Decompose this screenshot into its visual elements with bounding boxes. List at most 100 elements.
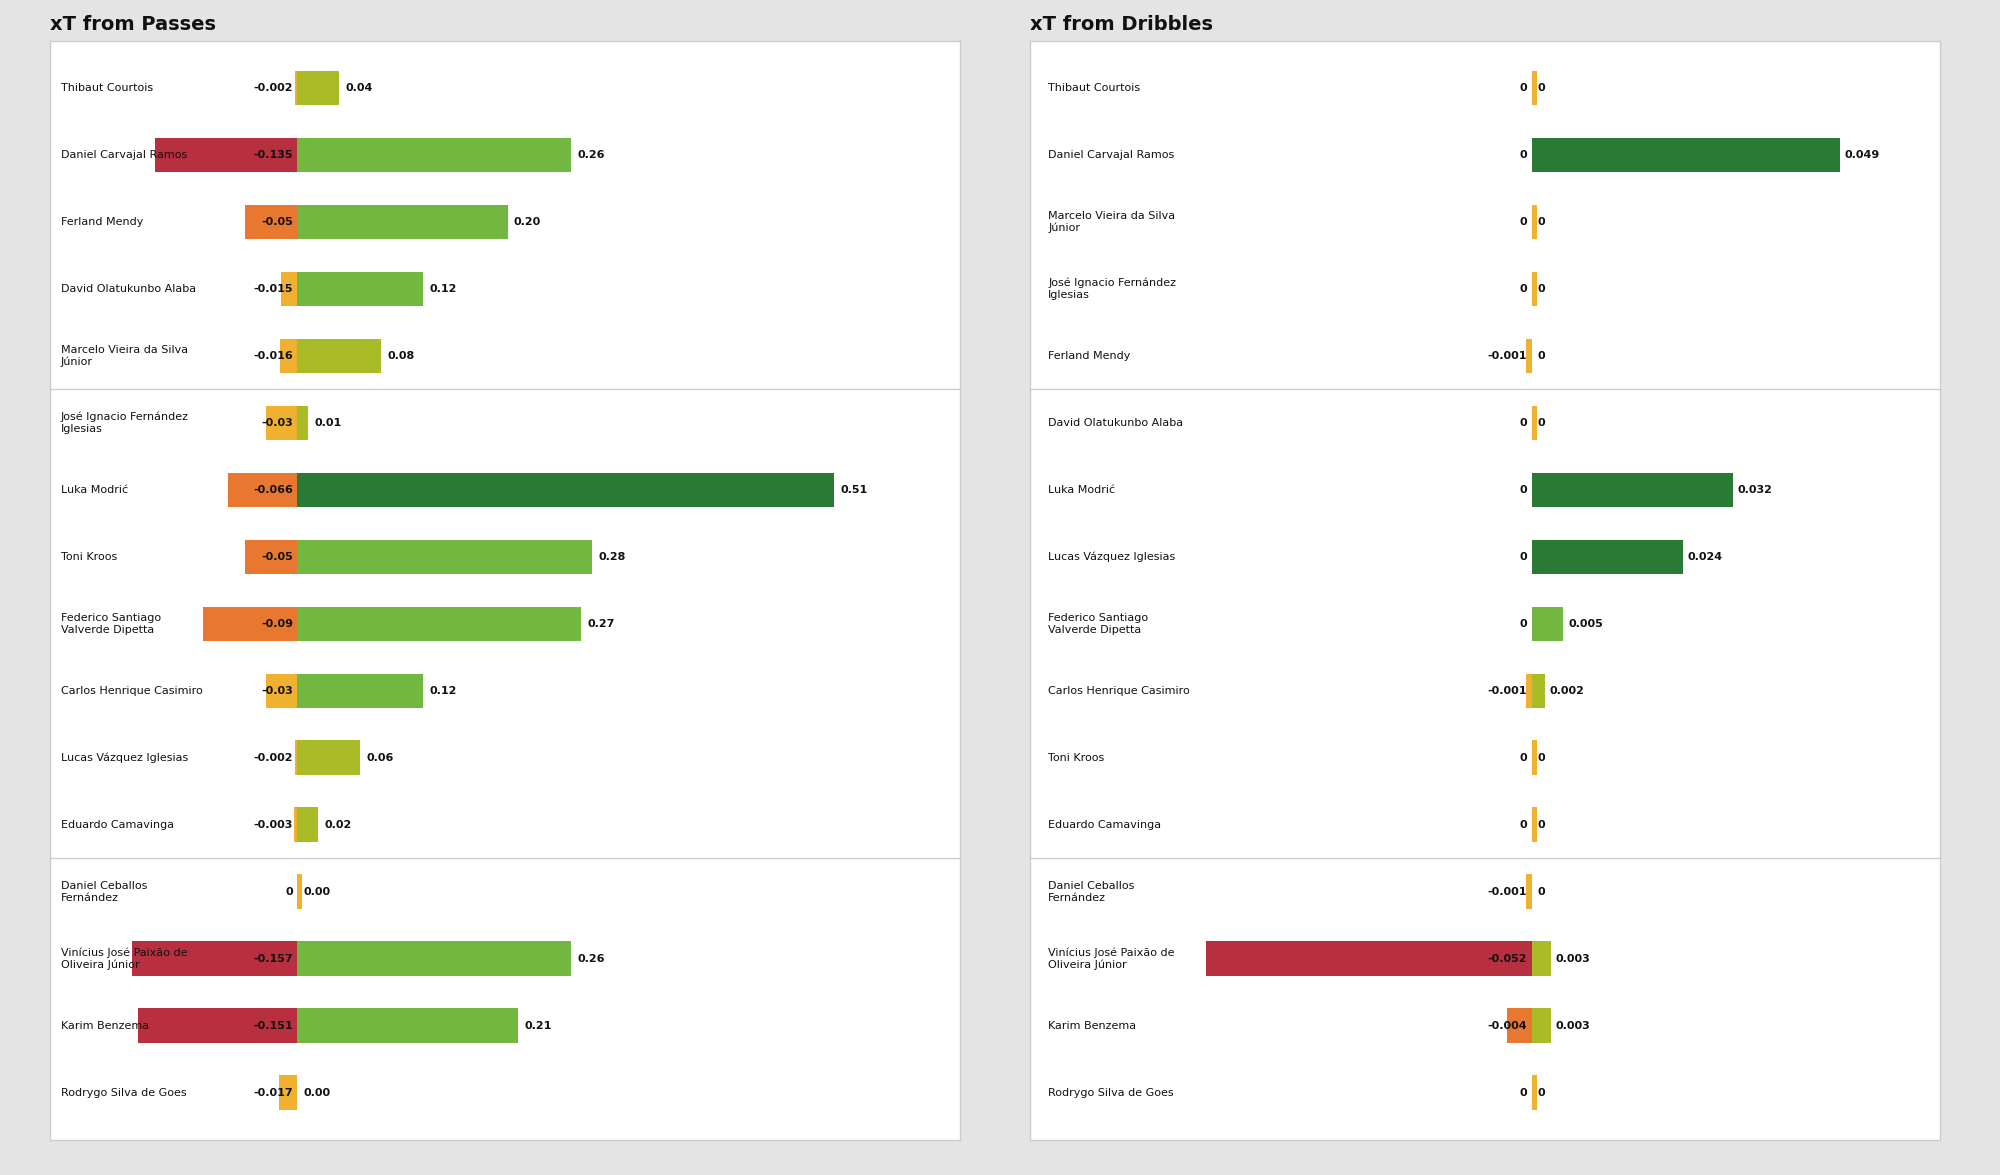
Bar <box>266 673 298 709</box>
Text: -0.003: -0.003 <box>254 820 294 830</box>
Bar <box>202 606 298 642</box>
Text: 0: 0 <box>1538 217 1544 227</box>
Text: 0.20: 0.20 <box>514 217 542 227</box>
Text: Carlos Henrique Casimiro: Carlos Henrique Casimiro <box>60 686 202 696</box>
Text: 0.01: 0.01 <box>314 418 342 428</box>
Bar <box>1532 405 1536 441</box>
Text: Thibaut Courtois: Thibaut Courtois <box>1048 83 1140 93</box>
Bar <box>1532 70 1536 106</box>
Text: 0: 0 <box>1538 351 1544 361</box>
Bar <box>1506 1008 1532 1043</box>
Text: 0: 0 <box>1520 485 1528 495</box>
Text: -0.05: -0.05 <box>262 552 294 562</box>
Bar <box>298 874 302 909</box>
Bar <box>298 807 318 842</box>
Text: xT from Dribbles: xT from Dribbles <box>1030 15 1212 34</box>
Bar <box>1526 673 1532 709</box>
Text: 0.02: 0.02 <box>324 820 352 830</box>
Text: Luka Modrić: Luka Modrić <box>60 485 128 495</box>
Bar <box>1532 740 1536 776</box>
Text: -0.016: -0.016 <box>254 351 294 361</box>
Text: -0.002: -0.002 <box>254 83 294 93</box>
Text: 0: 0 <box>1538 820 1544 830</box>
Bar <box>1532 941 1550 976</box>
Text: Vinícius José Paixão de
Oliveira Júnior: Vinícius José Paixão de Oliveira Júnior <box>1048 947 1174 971</box>
Text: -0.015: -0.015 <box>254 284 294 294</box>
Bar <box>1532 539 1682 575</box>
Bar <box>298 204 508 240</box>
Text: -0.001: -0.001 <box>1488 686 1528 696</box>
Text: 0: 0 <box>1520 418 1528 428</box>
Text: 0: 0 <box>1520 284 1528 294</box>
Bar <box>244 204 298 240</box>
Text: Toni Kroos: Toni Kroos <box>1048 753 1104 763</box>
Bar <box>1526 874 1532 909</box>
Text: 0.26: 0.26 <box>578 150 604 160</box>
Text: Karim Benzema: Karim Benzema <box>60 1021 150 1030</box>
Text: 0: 0 <box>1520 552 1528 562</box>
Text: 0: 0 <box>1520 753 1528 763</box>
Bar <box>296 740 298 776</box>
Text: Daniel Carvajal Ramos: Daniel Carvajal Ramos <box>60 150 188 160</box>
Bar <box>156 137 298 173</box>
Text: -0.004: -0.004 <box>1488 1021 1528 1030</box>
Text: 0.28: 0.28 <box>598 552 626 562</box>
Text: 0: 0 <box>1520 1088 1528 1097</box>
Bar <box>1206 941 1532 976</box>
Text: -0.03: -0.03 <box>262 686 294 696</box>
Text: -0.03: -0.03 <box>262 418 294 428</box>
Text: 0: 0 <box>1538 284 1544 294</box>
Text: 0: 0 <box>286 887 294 897</box>
Text: José Ignacio Fernández
Iglesias: José Ignacio Fernández Iglesias <box>60 412 188 434</box>
Bar <box>298 405 308 441</box>
Text: 0.003: 0.003 <box>1556 954 1590 963</box>
Text: 0.21: 0.21 <box>524 1021 552 1030</box>
Bar <box>298 338 382 374</box>
Text: 0.26: 0.26 <box>578 954 604 963</box>
Text: Ferland Mendy: Ferland Mendy <box>1048 351 1130 361</box>
Text: 0.005: 0.005 <box>1568 619 1604 629</box>
Bar <box>228 472 298 508</box>
Text: Federico Santiago
Valverde Dipetta: Federico Santiago Valverde Dipetta <box>60 613 162 634</box>
Text: 0.08: 0.08 <box>388 351 414 361</box>
Text: 0: 0 <box>1520 83 1528 93</box>
Text: David Olatukunbo Alaba: David Olatukunbo Alaba <box>60 284 196 294</box>
Text: 0.00: 0.00 <box>304 887 330 897</box>
Text: 0.00: 0.00 <box>304 1088 330 1097</box>
Text: 0: 0 <box>1538 83 1544 93</box>
Bar <box>298 740 360 776</box>
Text: 0.06: 0.06 <box>366 753 394 763</box>
Bar <box>1532 472 1732 508</box>
Bar <box>1532 807 1536 842</box>
Text: Daniel Ceballos
Fernández: Daniel Ceballos Fernández <box>1048 881 1134 902</box>
Text: 0.51: 0.51 <box>840 485 868 495</box>
Bar <box>294 807 298 842</box>
Bar <box>266 405 298 441</box>
Text: Lucas Vázquez Iglesias: Lucas Vázquez Iglesias <box>60 753 188 763</box>
Text: -0.151: -0.151 <box>254 1021 294 1030</box>
Text: Eduardo Camavinga: Eduardo Camavinga <box>60 820 174 830</box>
Text: Marcelo Vieira da Silva
Júnior: Marcelo Vieira da Silva Júnior <box>1048 210 1176 233</box>
Bar <box>244 539 298 575</box>
Text: -0.066: -0.066 <box>254 485 294 495</box>
Text: 0: 0 <box>1520 217 1528 227</box>
Text: 0: 0 <box>1538 753 1544 763</box>
Text: Karim Benzema: Karim Benzema <box>1048 1021 1136 1030</box>
Bar <box>282 271 298 307</box>
Text: -0.135: -0.135 <box>254 150 294 160</box>
Text: xT from Passes: xT from Passes <box>50 15 216 34</box>
Bar <box>1532 1008 1550 1043</box>
Bar <box>298 70 340 106</box>
Text: 0: 0 <box>1538 1088 1544 1097</box>
Text: 0.12: 0.12 <box>430 686 458 696</box>
Bar <box>298 271 424 307</box>
Bar <box>1532 606 1564 642</box>
Text: Luka Modrić: Luka Modrić <box>1048 485 1116 495</box>
Text: Federico Santiago
Valverde Dipetta: Federico Santiago Valverde Dipetta <box>1048 613 1148 634</box>
Text: -0.002: -0.002 <box>254 753 294 763</box>
Text: David Olatukunbo Alaba: David Olatukunbo Alaba <box>1048 418 1184 428</box>
Bar <box>298 1008 518 1043</box>
Text: Rodrygo Silva de Goes: Rodrygo Silva de Goes <box>60 1088 186 1097</box>
Text: -0.001: -0.001 <box>1488 887 1528 897</box>
Text: Ferland Mendy: Ferland Mendy <box>60 217 144 227</box>
